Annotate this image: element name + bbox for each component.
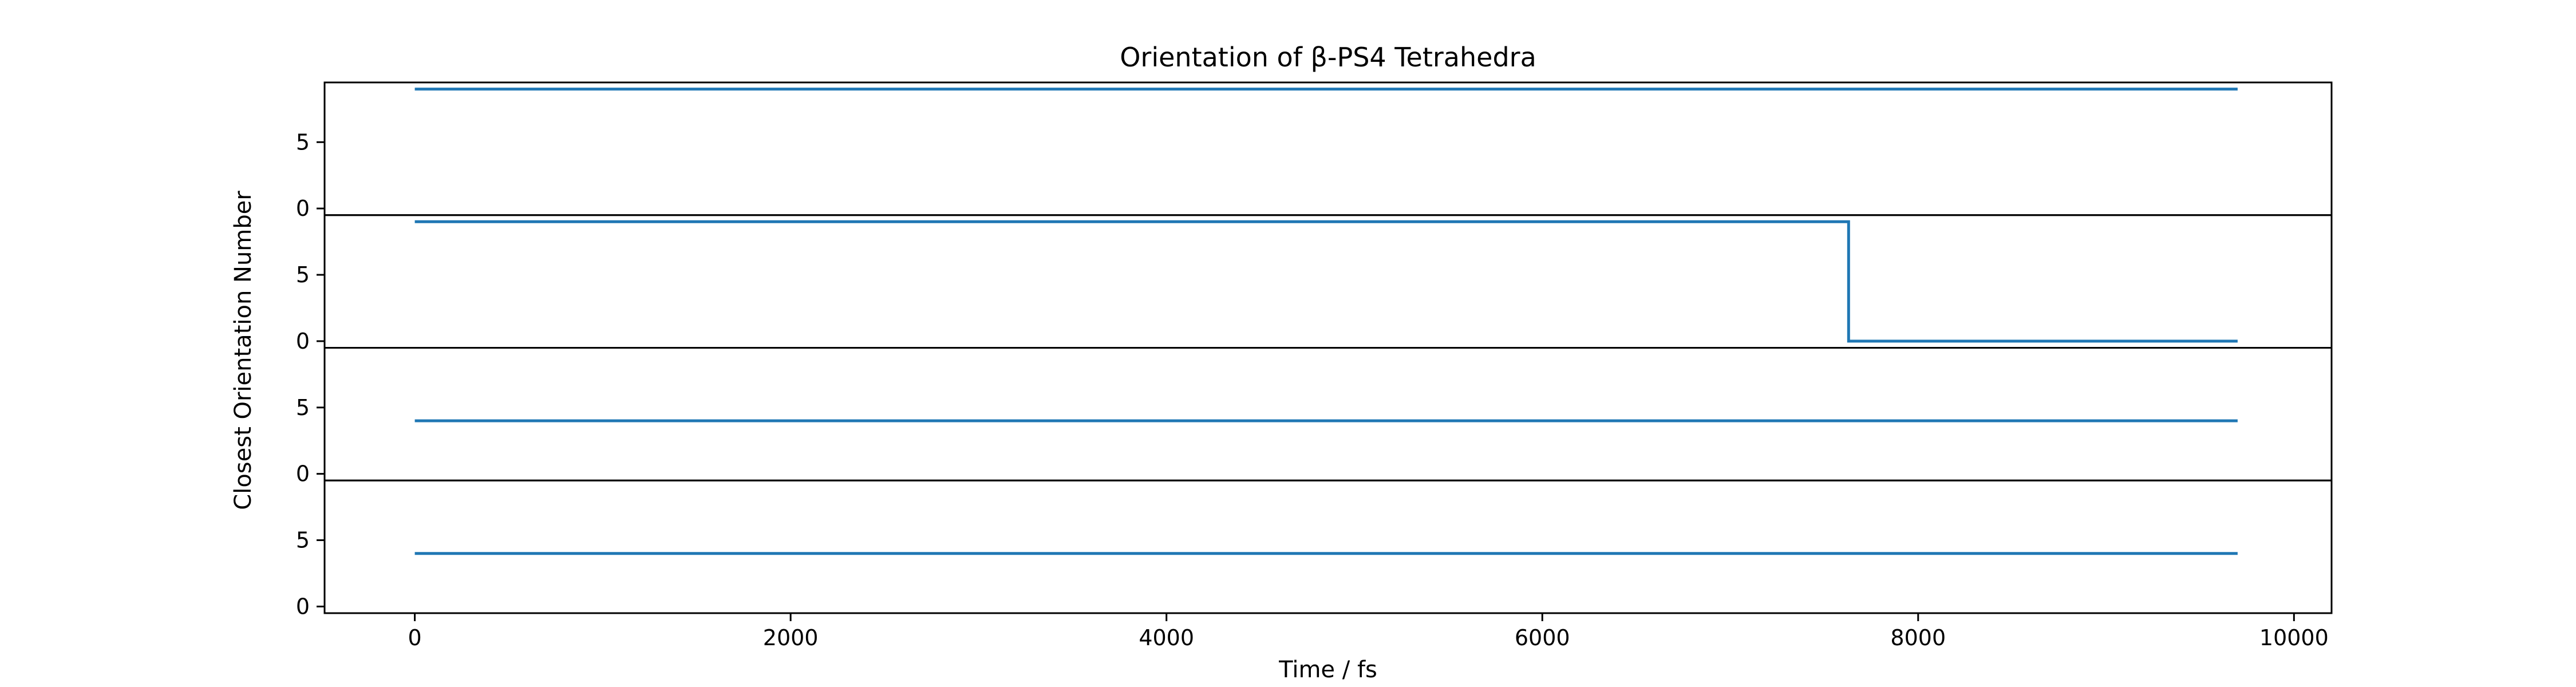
y-tick-label: 0 [296,329,310,354]
y-tick-label: 0 [296,594,310,619]
x-tick-label: 10000 [2259,625,2329,650]
y-axis-label: Closest Orientation Number [230,191,256,510]
x-tick-label: 4000 [1139,625,1194,650]
panel-frame-4 [323,479,2333,614]
y-tick-label: 5 [296,528,310,553]
x-tick-label: 0 [408,625,421,650]
y-tick-label: 0 [296,196,310,221]
y-tick-label: 5 [296,129,310,155]
y-tick-label: 0 [296,461,310,487]
x-tick-label: 6000 [1515,625,1570,650]
plot-area: 0 5 0 5 0 5 0 5 0 2000 4000 6000 8000 10000 [296,81,2333,650]
x-axis-label: Time / fs [1278,657,1377,683]
y-tick-label: 5 [296,395,310,420]
series-line-panel-2-1 [414,220,2238,343]
x-tick-label: 8000 [1890,625,1946,650]
chart-title: Orientation of β-PS4 Tetrahedra [1120,42,1536,73]
x-tick-label: 2000 [763,625,819,650]
y-tick-label: 5 [296,262,310,287]
